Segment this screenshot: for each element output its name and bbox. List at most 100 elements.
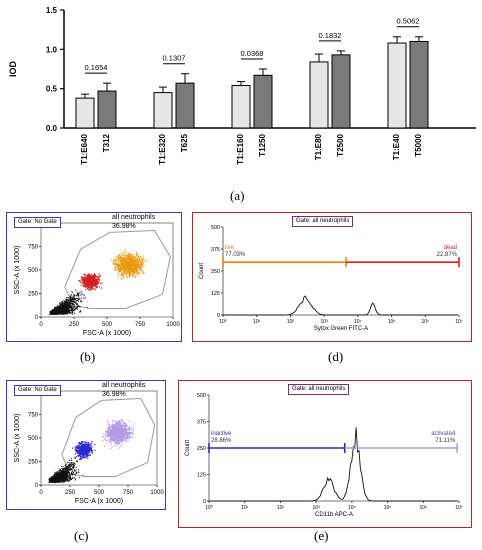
event-dot (137, 265, 139, 267)
event-dot (75, 467, 77, 469)
event-dot (58, 471, 60, 473)
scatter-plot-b: 0250500750100002505007501000FSC-A (x 100… (14, 221, 180, 337)
event-dot (89, 448, 91, 451)
event-dot (124, 266, 126, 268)
event-dot (59, 480, 61, 482)
event-dot (87, 288, 89, 290)
event-dot (55, 477, 57, 479)
event-dot (66, 306, 68, 308)
event-dot (75, 307, 77, 309)
event-dot (68, 468, 70, 470)
event-dot (68, 474, 70, 476)
event-dot (56, 479, 58, 481)
event-dot (95, 279, 97, 282)
event-dot (85, 281, 88, 284)
event-dot (75, 471, 77, 473)
event-dot (139, 259, 141, 261)
event-dot (76, 456, 78, 458)
event-dot (72, 307, 74, 309)
event-dot (85, 281, 87, 283)
event-dot (62, 468, 64, 470)
event-dot (96, 279, 98, 281)
y-tick-label: 0.5 (46, 85, 58, 94)
bar (153, 92, 173, 129)
event-dot (73, 462, 75, 464)
event-dot (79, 448, 81, 450)
event-dot (122, 264, 124, 266)
event-dot (54, 475, 56, 477)
event-dot (113, 263, 115, 265)
event-dot (65, 474, 67, 476)
event-dot (51, 312, 53, 314)
event-dot (52, 481, 54, 483)
event-dot (52, 481, 54, 483)
event-dot (76, 446, 78, 449)
event-dot (121, 256, 124, 259)
event-dot (50, 313, 52, 315)
event-dot (132, 273, 135, 275)
event-dot (83, 445, 85, 448)
event-dot (83, 450, 85, 452)
event-dot (65, 478, 67, 480)
event-dot (98, 278, 100, 281)
event-dot (88, 280, 91, 283)
event-dot (72, 296, 74, 298)
event-dot (116, 256, 118, 258)
event-dot (129, 267, 131, 269)
event-dot (123, 267, 125, 269)
event-dot (83, 279, 85, 282)
event-dot (92, 279, 94, 281)
x-tick-label: 10⁷ (455, 319, 463, 325)
event-dot (94, 273, 96, 275)
event-dot (86, 448, 89, 451)
event-dot (125, 275, 127, 277)
event-dot (94, 444, 96, 446)
event-dot (67, 307, 69, 309)
event-dot (97, 277, 99, 279)
event-dot (56, 481, 58, 483)
event-dot (54, 311, 56, 313)
event-dot (77, 294, 79, 296)
event-dot (53, 474, 55, 476)
event-dot (60, 306, 62, 308)
event-dot (65, 478, 67, 480)
event-dot (56, 477, 58, 479)
event-dot (123, 264, 125, 266)
event-dot (89, 451, 91, 453)
event-dot (134, 261, 136, 264)
event-dot (63, 479, 65, 481)
event-dot (63, 470, 65, 472)
event-dot (70, 310, 72, 312)
event-dot (57, 307, 59, 309)
event-dot (63, 477, 65, 479)
event-dot (90, 275, 93, 277)
event-dot (54, 306, 56, 308)
event-dot (86, 456, 88, 458)
event-dot (65, 308, 67, 310)
event-dot (119, 267, 121, 269)
event-dot (138, 263, 140, 265)
event-dot (84, 444, 86, 446)
event-dot (79, 449, 82, 451)
category-label: T1:E640 (80, 133, 89, 164)
event-dot (61, 478, 63, 480)
event-dot (138, 266, 141, 268)
event-dot (90, 442, 92, 444)
event-dot (74, 447, 77, 449)
event-dot (67, 469, 69, 471)
event-dot (134, 260, 136, 263)
event-dot (96, 282, 98, 284)
p-value-label: 0.1307 (163, 54, 186, 63)
event-dot (92, 278, 94, 280)
category-label: T5000 (414, 133, 423, 156)
event-dot (90, 285, 92, 287)
event-dot (80, 441, 83, 443)
event-dot (76, 291, 78, 293)
event-dot (114, 259, 116, 261)
event-dot (60, 475, 62, 477)
event-dot (86, 451, 88, 453)
event-dot (56, 308, 58, 310)
event-dot (74, 306, 76, 308)
event-dot (48, 479, 50, 481)
event-dot (81, 444, 83, 446)
